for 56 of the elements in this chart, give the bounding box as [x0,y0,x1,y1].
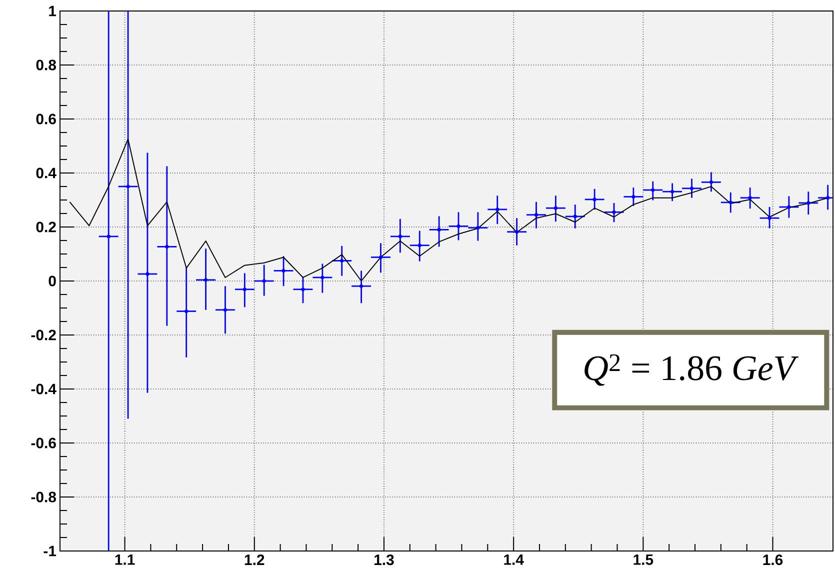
x-tick-label: 1.5 [634,554,654,565]
y-tick-label: -0.2 [31,330,56,340]
point [515,230,519,234]
point [826,196,830,200]
point [690,186,694,190]
point [554,206,558,210]
x-tick-label: 1.4 [504,554,524,565]
point [748,196,752,200]
point [126,184,130,188]
point [242,288,246,292]
point [632,194,636,199]
point [534,213,538,217]
point [106,234,110,238]
x-tick-label: 1.6 [763,554,783,566]
annotation: Q$^{2}$ = 1.86 GeV [584,354,799,386]
point [573,214,577,218]
y-tick-label: 0.8 [36,60,56,70]
point [223,308,228,312]
point [806,201,810,205]
point [320,276,324,280]
point [204,278,208,282]
point [282,268,286,273]
point [592,198,596,202]
x-tick-label: 1.1 [115,554,135,565]
point [787,205,791,209]
y-tick-label: -0.6 [31,438,56,448]
point [340,258,344,263]
point [360,284,364,288]
point [651,188,655,192]
point [398,234,402,238]
y-tick-label: 0 [48,276,56,286]
point [165,244,169,249]
y-tick-label: -1 [44,546,56,556]
point [670,190,674,194]
point [184,309,188,314]
point [768,216,772,220]
point [612,210,616,214]
point [146,272,150,276]
point [262,279,266,283]
y-tick-label: -0.8 [31,492,56,502]
point [418,244,422,248]
point [378,255,383,260]
point [437,228,441,232]
point [728,200,732,204]
point [301,288,305,292]
y-tick-label: 1 [49,6,56,16]
point [709,180,713,184]
y-tick-label: 0.6 [36,114,56,124]
point [456,224,460,228]
x-tick-label: 1.3 [374,554,394,566]
y-tick-label: -0.4 [31,384,56,394]
y-tick-label: 0.2 [36,222,56,232]
x-tick-label: 1.2 [244,554,264,565]
point [496,208,500,212]
point [476,226,480,230]
y-tick-label: 0.4 [36,168,56,178]
